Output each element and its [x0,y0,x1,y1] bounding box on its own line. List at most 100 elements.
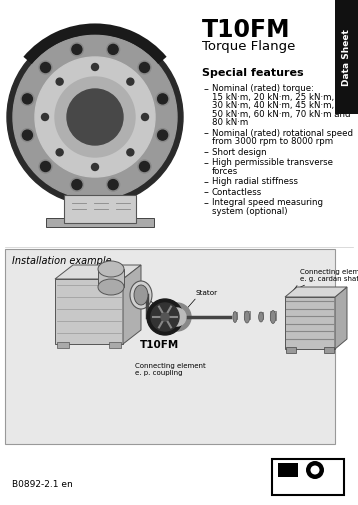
Circle shape [72,45,82,55]
Text: Contactless: Contactless [212,187,262,196]
Bar [286,347,296,354]
Circle shape [35,58,155,178]
Circle shape [141,114,149,121]
Text: –: – [204,187,209,197]
Text: Short design: Short design [212,147,267,156]
Polygon shape [335,287,347,349]
Text: –: – [204,147,209,157]
Text: 30 kN·m, 40 kN·m, 45 kN·m,: 30 kN·m, 40 kN·m, 45 kN·m, [212,101,334,110]
Circle shape [23,95,32,105]
Text: T10FM: T10FM [140,339,180,349]
Ellipse shape [98,262,124,277]
Circle shape [7,30,183,206]
Circle shape [127,149,134,157]
Circle shape [55,78,135,158]
Circle shape [161,314,169,321]
Bar [64,195,136,224]
Circle shape [42,114,48,121]
Bar [244,312,250,320]
Text: HBM: HBM [289,481,329,496]
Circle shape [71,44,83,57]
Ellipse shape [98,279,124,295]
Text: Torque Flange: Torque Flange [202,40,295,53]
Text: –: – [204,128,209,138]
Circle shape [40,162,50,172]
Text: Nominal (rated) rotational speed: Nominal (rated) rotational speed [212,128,353,137]
Circle shape [72,180,82,190]
Circle shape [163,304,191,331]
Circle shape [140,162,150,172]
Bar [272,459,344,495]
Text: –: – [204,177,209,187]
Bar [233,312,237,320]
Circle shape [138,62,151,75]
Circle shape [168,309,186,326]
Text: Connecting element
e. p. coupling: Connecting element e. p. coupling [135,362,206,375]
Circle shape [156,93,169,106]
Text: T10FM: T10FM [202,18,290,42]
Ellipse shape [233,312,237,323]
Circle shape [23,131,32,141]
Text: 50 kN·m, 60 kN·m, 70 kN·m and: 50 kN·m, 60 kN·m, 70 kN·m and [212,109,350,118]
Bar [109,342,121,348]
Bar [335,0,358,115]
Bar [5,249,335,444]
Circle shape [140,63,150,73]
Circle shape [107,179,120,192]
Polygon shape [123,266,141,344]
Circle shape [67,90,123,146]
Text: Integral speed measuring: Integral speed measuring [212,197,323,207]
Ellipse shape [134,285,148,306]
Circle shape [108,180,118,190]
Circle shape [108,45,118,55]
Bar [46,219,154,228]
Polygon shape [55,266,141,279]
Circle shape [107,44,120,57]
Bar [55,279,123,344]
Circle shape [158,95,168,105]
Text: Connecting element
e. g. cardan shaft: Connecting element e. g. cardan shaft [300,269,358,281]
Text: –: – [204,197,209,208]
Bar [278,463,298,477]
Text: B0892-2.1 en: B0892-2.1 en [12,479,73,488]
Circle shape [92,64,98,71]
Text: High radial stiffness: High radial stiffness [212,177,298,186]
Circle shape [13,36,177,199]
Bar [98,270,124,287]
Text: High permissible transverse: High permissible transverse [212,158,333,167]
Ellipse shape [244,312,250,323]
Polygon shape [285,287,347,297]
Text: Data Sheet: Data Sheet [342,29,351,86]
Text: 80 kN·m: 80 kN·m [212,118,248,127]
Text: Special features: Special features [202,68,304,78]
Text: 15 kN·m, 20 kN·m, 25 kN·m,: 15 kN·m, 20 kN·m, 25 kN·m, [212,92,334,102]
Circle shape [21,129,34,142]
Circle shape [39,161,52,174]
Circle shape [158,131,168,141]
Text: Nominal (rated) torque:: Nominal (rated) torque: [212,84,314,93]
Bar [258,313,263,319]
Circle shape [56,149,63,157]
Circle shape [156,129,169,142]
Circle shape [151,304,179,331]
Circle shape [71,179,83,192]
Circle shape [127,79,134,86]
Bar [270,311,276,320]
Circle shape [306,461,324,479]
Circle shape [310,466,319,475]
Circle shape [147,299,183,335]
Ellipse shape [258,313,263,322]
Ellipse shape [270,311,276,324]
Text: Installation example: Installation example [12,256,112,266]
Text: system (optional): system (optional) [212,206,287,215]
Text: Rotor: Rotor [126,289,145,295]
Text: forces: forces [212,166,238,175]
Circle shape [40,63,50,73]
Ellipse shape [130,281,152,310]
Text: Stator: Stator [195,289,217,295]
Text: from 3000 rpm to 8000 rpm: from 3000 rpm to 8000 rpm [212,137,333,146]
Circle shape [138,161,151,174]
Circle shape [56,79,63,86]
Bar [57,342,69,348]
Bar [324,347,334,354]
